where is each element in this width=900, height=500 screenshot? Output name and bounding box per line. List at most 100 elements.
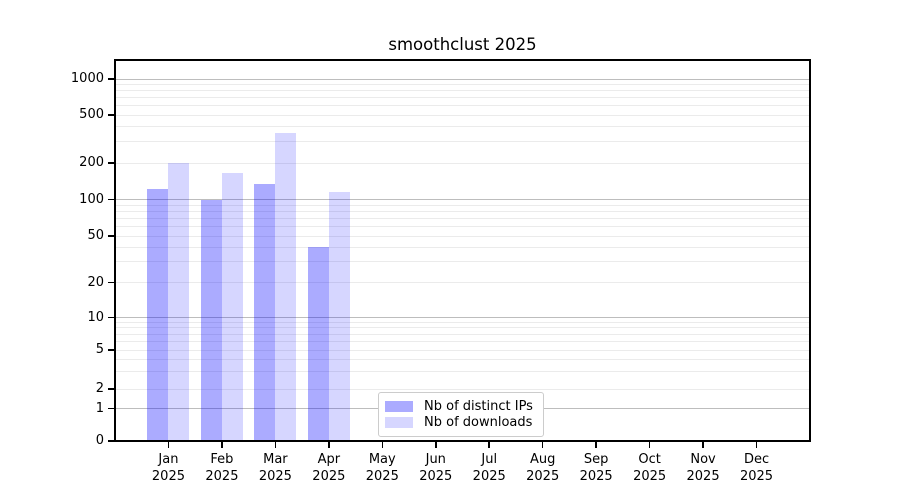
x-label-month: Oct bbox=[638, 452, 661, 467]
x-tick-jul bbox=[488, 442, 491, 448]
x-label-month: Aug bbox=[529, 452, 556, 467]
y-tick-label-20: 20 bbox=[87, 274, 104, 290]
x-tick-label-sep: Sep 2025 bbox=[561, 452, 631, 485]
x-label-year: 2025 bbox=[258, 468, 292, 484]
x-tick-mar bbox=[274, 442, 277, 448]
gridline-1000 bbox=[115, 78, 810, 80]
x-label-year: 2025 bbox=[365, 468, 399, 484]
x-tick-nov bbox=[702, 442, 704, 448]
gridline-9 bbox=[115, 321, 810, 323]
x-label-year: 2025 bbox=[151, 468, 185, 484]
x-tick-jun bbox=[434, 442, 437, 448]
x-tick-label-may: May 2025 bbox=[347, 452, 417, 485]
y-tick-label-10: 10 bbox=[87, 309, 104, 325]
y-tick-label-0: 0 bbox=[95, 433, 104, 448]
x-tick-label-mar: Mar 2025 bbox=[240, 452, 310, 485]
axis-spine-right bbox=[809, 59, 811, 442]
legend-swatch-downloads bbox=[385, 417, 413, 429]
legend-label-distinct-ips: Nb of distinct IPs bbox=[424, 398, 533, 414]
gridline-700 bbox=[115, 97, 810, 99]
gridline-3 bbox=[115, 371, 810, 373]
x-label-month: Feb bbox=[210, 452, 234, 467]
x-label-month: Jul bbox=[481, 452, 498, 467]
x-tick-feb bbox=[221, 442, 223, 448]
x-label-month: May bbox=[368, 452, 396, 467]
gridline-80 bbox=[115, 210, 810, 212]
x-tick-label-jul: Jul 2025 bbox=[454, 452, 524, 485]
y-tick-1 bbox=[108, 407, 115, 410]
x-tick-label-apr: Apr 2025 bbox=[294, 452, 364, 485]
gridline-500 bbox=[115, 114, 810, 116]
x-label-month: Jun bbox=[425, 452, 446, 467]
x-label-year: 2025 bbox=[419, 468, 453, 484]
gridline-40 bbox=[115, 246, 810, 248]
y-tick-100 bbox=[108, 198, 115, 201]
axis-spine-bottom bbox=[114, 440, 811, 442]
x-tick-label-nov: Nov 2025 bbox=[668, 452, 738, 485]
y-tick-20 bbox=[108, 281, 115, 284]
gridline-4 bbox=[115, 358, 810, 360]
x-tick-sep bbox=[595, 442, 597, 448]
bar-nb-of-downloads-apr bbox=[328, 192, 350, 441]
y-tick-label-2: 2 bbox=[95, 381, 104, 396]
y-tick-label-1000: 1000 bbox=[70, 71, 104, 86]
y-tick-5 bbox=[108, 349, 115, 351]
gridline-20 bbox=[115, 282, 810, 283]
x-tick-apr bbox=[328, 442, 330, 448]
gridline-7 bbox=[115, 333, 810, 335]
legend-swatch-distinct-ips bbox=[385, 400, 413, 412]
gridline-5 bbox=[115, 349, 810, 351]
gridline-200 bbox=[115, 162, 810, 164]
y-tick-1000 bbox=[108, 78, 115, 80]
x-label-month: Dec bbox=[743, 452, 770, 467]
gridline-300 bbox=[115, 141, 810, 143]
gridline-60 bbox=[115, 225, 810, 227]
x-label-year: 2025 bbox=[579, 468, 613, 484]
gridline-30 bbox=[115, 261, 810, 263]
y-tick-10 bbox=[108, 316, 115, 319]
x-tick-label-oct: Oct 2025 bbox=[615, 452, 685, 485]
gridline-70 bbox=[115, 217, 810, 219]
x-tick-dec bbox=[755, 442, 758, 448]
y-tick-label-500: 500 bbox=[79, 107, 104, 122]
y-tick-label-5: 5 bbox=[95, 342, 104, 357]
y-tick-label-1: 1 bbox=[95, 400, 104, 416]
gridline-600 bbox=[115, 105, 810, 107]
gridline-800 bbox=[115, 90, 810, 92]
legend: Nb of distinct IPs Nb of downloads bbox=[378, 392, 544, 437]
bar-nb-of-distinct-ips-jan bbox=[147, 188, 169, 441]
y-tick-0 bbox=[108, 440, 115, 442]
gridline-10 bbox=[115, 317, 810, 318]
y-tick-2 bbox=[108, 388, 115, 390]
gridline-400 bbox=[115, 126, 810, 128]
x-tick-label-jan: Jan 2025 bbox=[133, 452, 203, 485]
legend-item-downloads: Nb of downloads bbox=[385, 415, 537, 430]
x-tick-aug bbox=[541, 442, 544, 448]
x-label-year: 2025 bbox=[312, 468, 346, 484]
x-label-month: Mar bbox=[263, 452, 288, 467]
x-tick-label-jun: Jun 2025 bbox=[401, 452, 471, 485]
legend-label-downloads: Nb of downloads bbox=[424, 415, 533, 431]
bar-nb-of-downloads-mar bbox=[275, 132, 297, 441]
gridline-100 bbox=[115, 199, 810, 200]
bar-nb-of-distinct-ips-mar bbox=[254, 184, 276, 441]
y-tick-500 bbox=[108, 114, 115, 116]
y-tick-50 bbox=[108, 235, 115, 237]
x-label-month: Nov bbox=[690, 452, 716, 467]
x-label-month: Sep bbox=[583, 452, 609, 467]
axis-spine-top bbox=[114, 59, 811, 61]
gridline-8 bbox=[115, 327, 810, 329]
x-label-year: 2025 bbox=[526, 468, 560, 484]
y-tick-label-50: 50 bbox=[87, 228, 104, 243]
x-label-year: 2025 bbox=[686, 468, 720, 484]
x-tick-label-feb: Feb 2025 bbox=[187, 452, 257, 485]
x-label-month: Jan bbox=[158, 452, 179, 467]
bar-nb-of-downloads-feb bbox=[221, 173, 243, 441]
bar-nb-of-distinct-ips-apr bbox=[307, 247, 329, 441]
y-tick-200 bbox=[108, 162, 115, 164]
axis-spine-left bbox=[114, 59, 116, 442]
x-tick-jan bbox=[167, 442, 170, 448]
y-tick-label-200: 200 bbox=[79, 155, 104, 170]
x-tick-oct bbox=[648, 442, 651, 448]
